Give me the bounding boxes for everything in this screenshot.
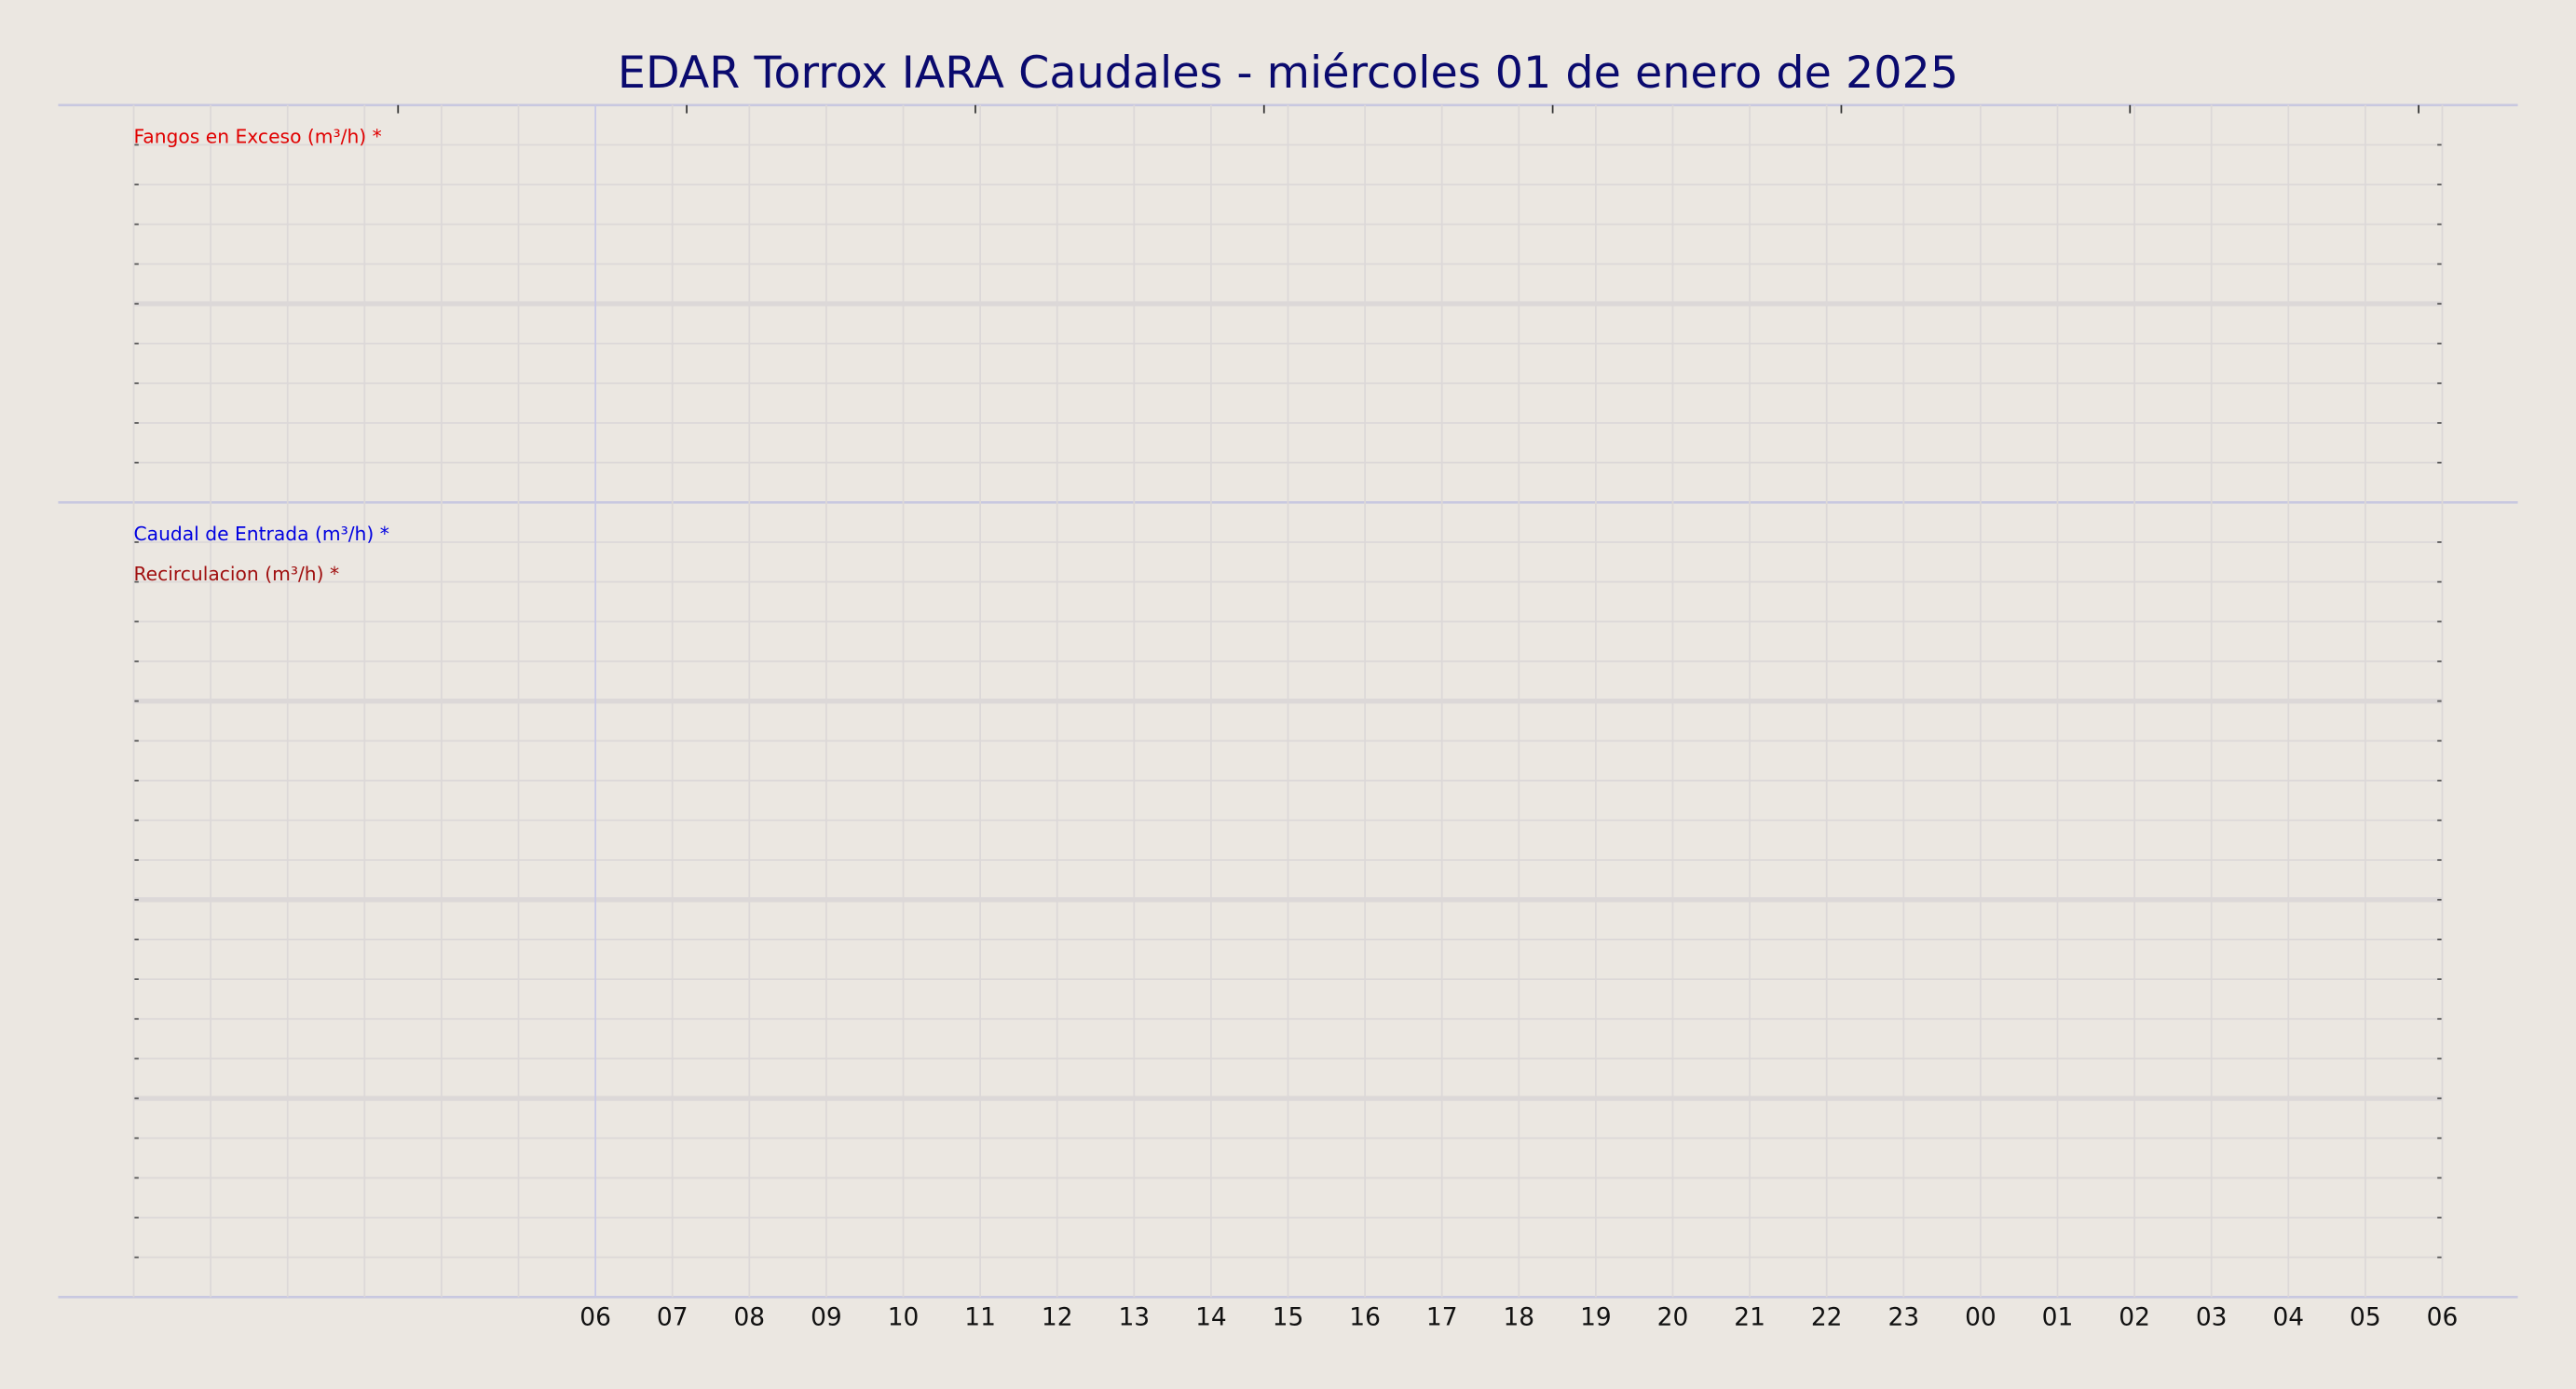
x-tick-label: 18 [1503,1303,1534,1332]
x-tick-label: 22 [1811,1303,1843,1332]
x-tick-label: 12 [1042,1303,1073,1332]
x-tick-label: 11 [964,1303,996,1332]
x-tick-label: 17 [1426,1303,1458,1332]
legend-label: Caudal de Entrada (m³/h) * [134,523,389,545]
x-tick-label: 04 [2272,1303,2304,1332]
x-tick-label: 07 [657,1303,688,1332]
x-tick-label: 15 [1273,1303,1304,1332]
x-tick-label: 23 [1888,1303,1919,1332]
x-tick-label: 14 [1195,1303,1227,1332]
x-tick-label: 05 [2350,1303,2381,1332]
x-tick-label: 20 [1657,1303,1689,1332]
x-tick-label: 16 [1349,1303,1381,1332]
legend-label: Recirculacion (m³/h) * [134,563,340,585]
x-tick-label: 21 [1734,1303,1765,1332]
x-tick-label: 06 [2427,1303,2459,1332]
x-tick-label: 13 [1118,1303,1150,1332]
x-tick-label: 06 [579,1303,611,1332]
x-tick-label: 03 [2196,1303,2228,1332]
x-tick-label: 01 [2042,1303,2074,1332]
x-tick-label: 08 [733,1303,765,1332]
x-tick-label: 19 [1580,1303,1612,1332]
x-tick-label: 00 [1965,1303,1997,1332]
legend-label: Fangos en Exceso (m³/h) * [134,126,382,148]
x-tick-label: 02 [2119,1303,2150,1332]
chart-title: EDAR Torrox IARA Caudales - miércoles 01… [618,48,1958,99]
x-tick-label: 09 [811,1303,842,1332]
x-tick-label: 10 [888,1303,920,1332]
